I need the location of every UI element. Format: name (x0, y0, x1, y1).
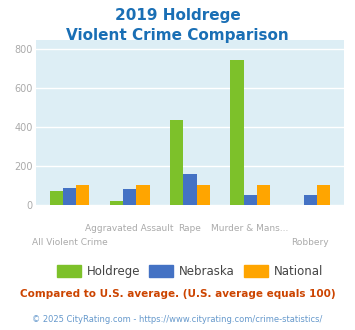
Text: Robbery: Robbery (291, 238, 329, 247)
Text: Aggravated Assault: Aggravated Assault (86, 224, 174, 233)
Text: Rape: Rape (179, 224, 201, 233)
Text: Murder & Mans...: Murder & Mans... (212, 224, 289, 233)
Text: All Violent Crime: All Violent Crime (32, 238, 107, 247)
Bar (110, 201, 123, 205)
Bar (136, 185, 149, 205)
Bar (63, 187, 76, 205)
Text: Violent Crime Comparison: Violent Crime Comparison (66, 28, 289, 43)
Bar (76, 185, 89, 205)
Bar (123, 189, 136, 205)
Text: © 2025 CityRating.com - https://www.cityrating.com/crime-statistics/: © 2025 CityRating.com - https://www.city… (32, 315, 323, 324)
Bar (257, 185, 270, 205)
Bar (230, 60, 244, 205)
Legend: Holdrege, Nebraska, National: Holdrege, Nebraska, National (52, 260, 328, 282)
Bar (197, 185, 210, 205)
Bar (183, 174, 197, 205)
Text: 2019 Holdrege: 2019 Holdrege (115, 8, 240, 23)
Bar (170, 120, 183, 205)
Bar (50, 191, 63, 205)
Bar (244, 195, 257, 205)
Bar (317, 185, 330, 205)
Text: Compared to U.S. average. (U.S. average equals 100): Compared to U.S. average. (U.S. average … (20, 289, 335, 299)
Bar (304, 195, 317, 205)
